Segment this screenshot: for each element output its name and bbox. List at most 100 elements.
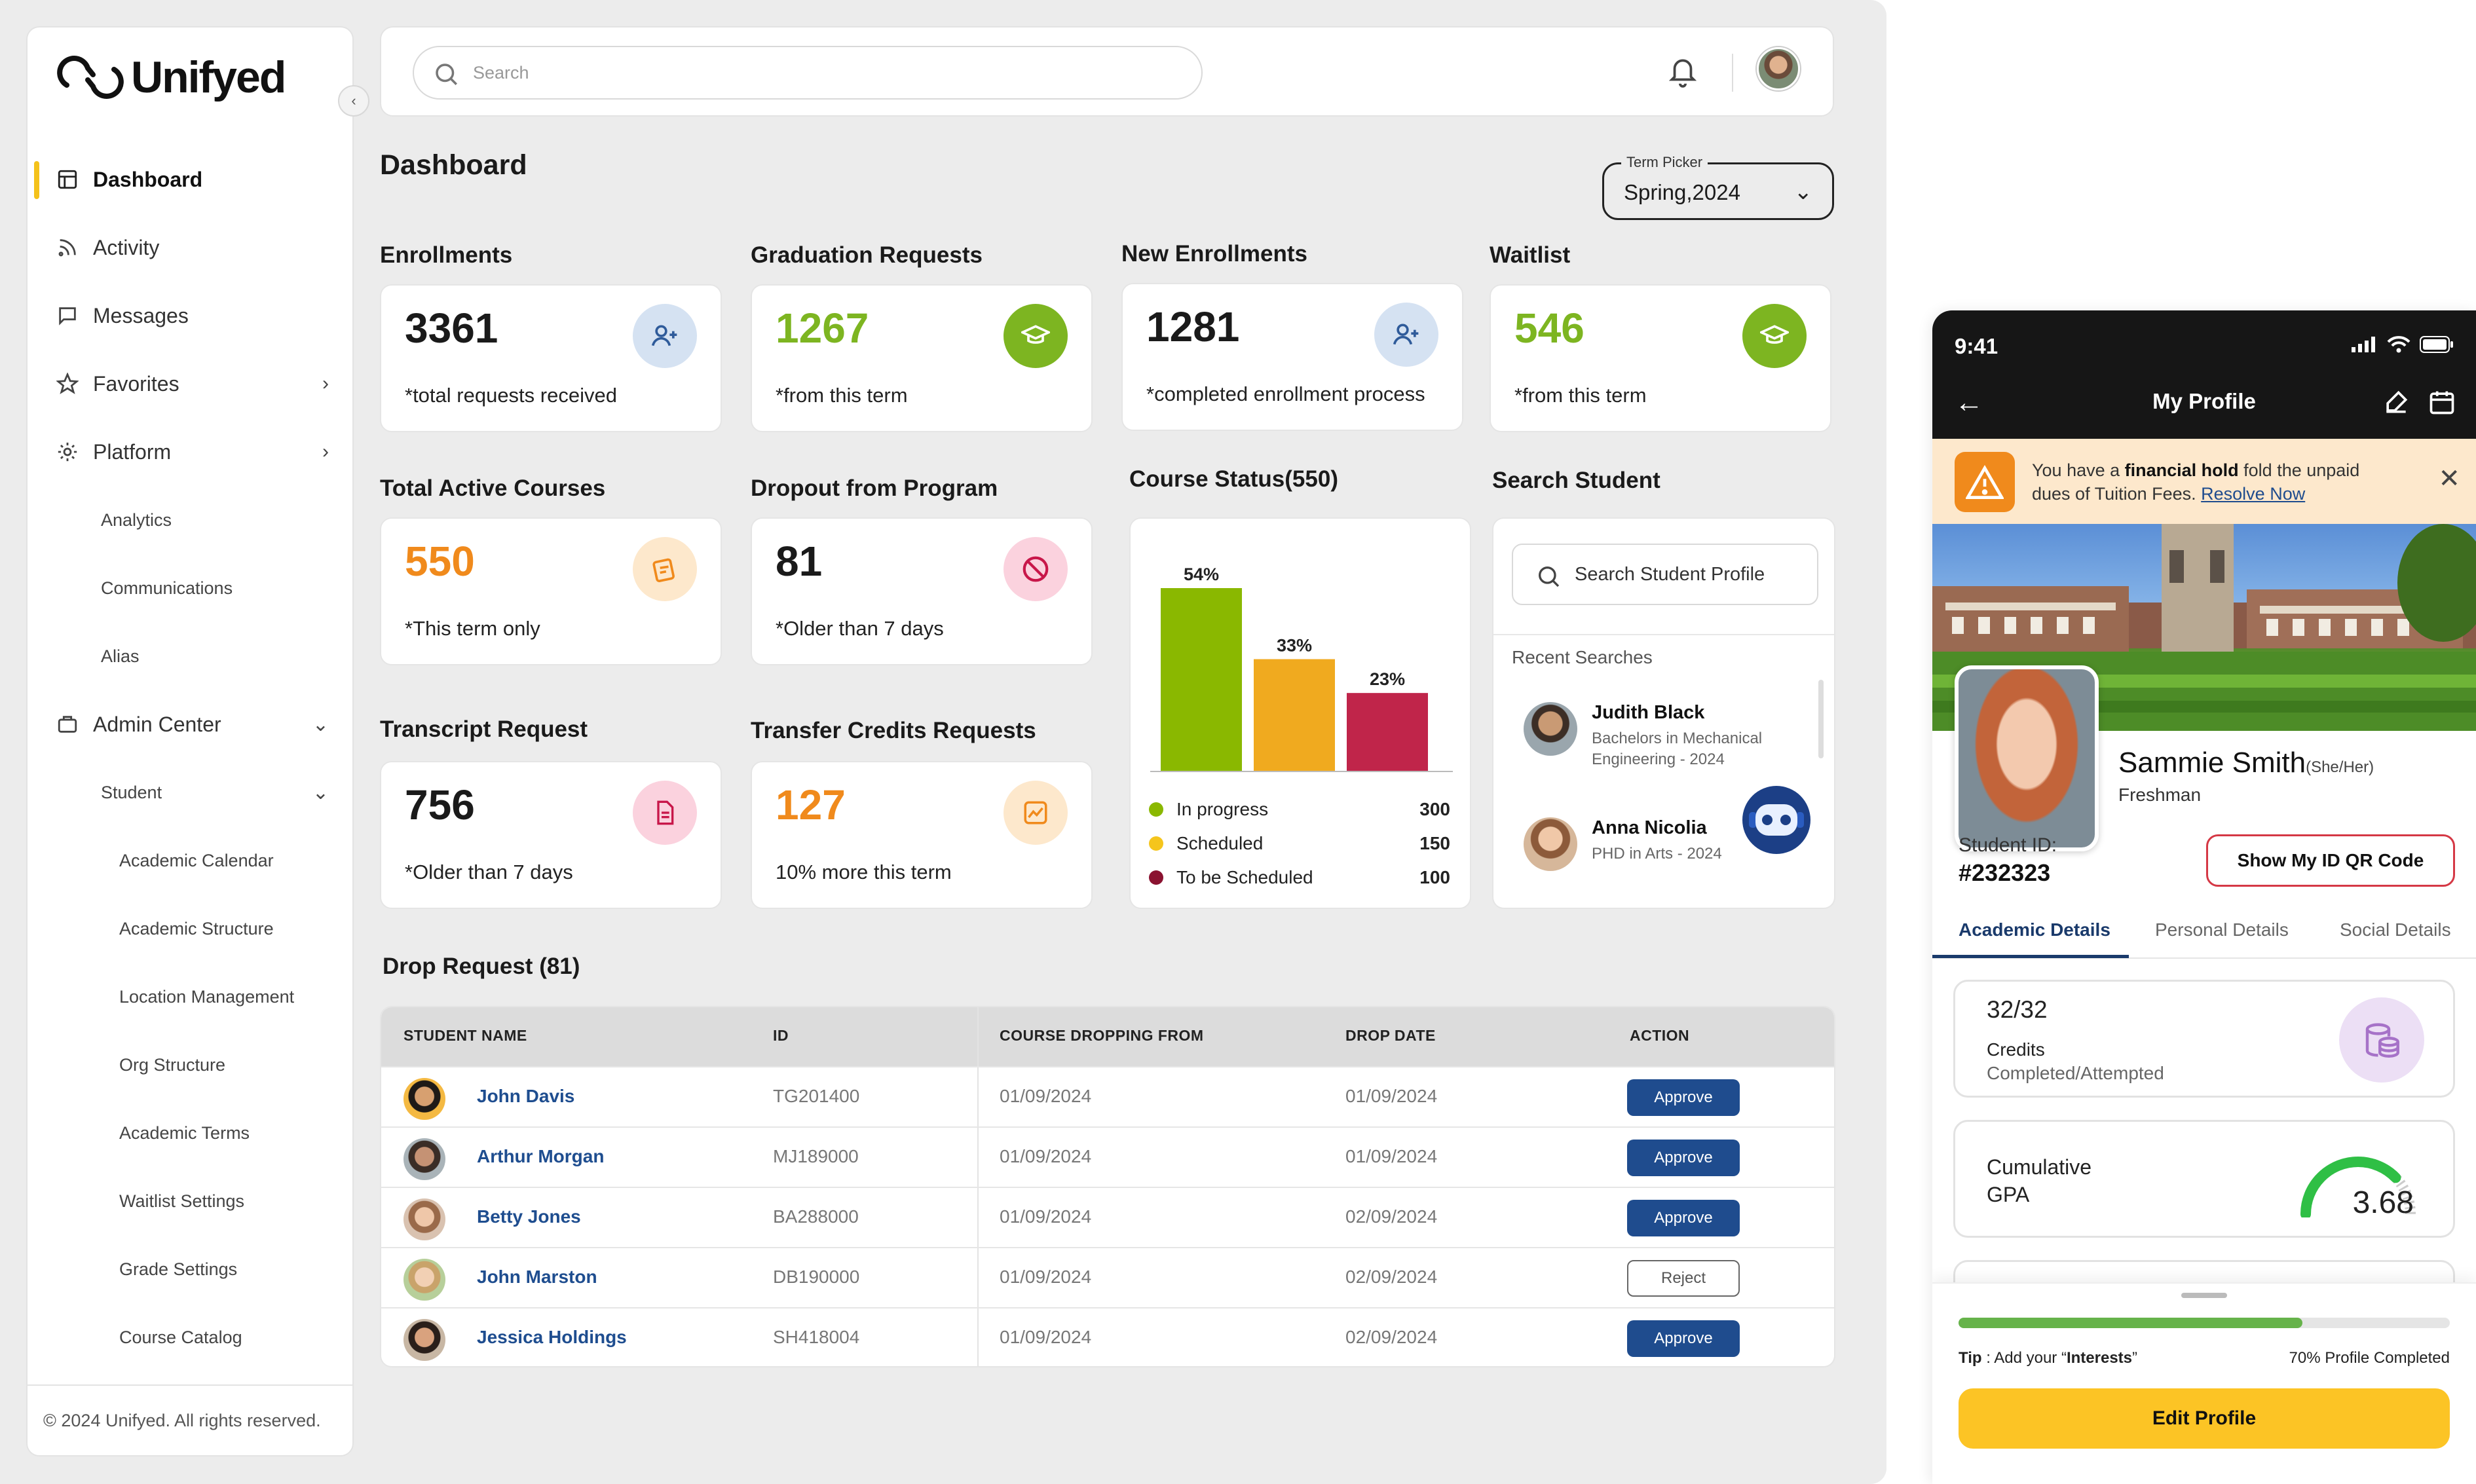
user-avatar[interactable] (1757, 47, 1800, 90)
sidebar-item-label: Favorites (93, 371, 179, 396)
scrollbar[interactable] (1818, 680, 1824, 758)
collapse-sidebar-button[interactable]: ‹ (338, 85, 369, 117)
bar-scheduled[interactable] (1254, 659, 1335, 771)
student-name-link[interactable]: Arthur Morgan (477, 1146, 605, 1166)
approve-button[interactable]: Approve (1627, 1320, 1740, 1357)
sidebar-item-course-catalog[interactable]: Course Catalog (119, 1327, 242, 1347)
legend-dot (1149, 870, 1163, 885)
enrollments-subtext: *total requests received (405, 384, 617, 407)
column-header[interactable]: STUDENT NAME (403, 1027, 527, 1044)
transfer-card[interactable]: 127 10% more this term (751, 761, 1093, 909)
bar-to-be-scheduled[interactable] (1347, 693, 1428, 771)
message-icon (54, 302, 81, 329)
graduation-card[interactable]: 1267 *from this term (751, 284, 1093, 432)
top-bar: Search (380, 26, 1834, 117)
sidebar-item-dashboard[interactable]: Dashboard (28, 145, 352, 213)
sheet-handle[interactable] (2181, 1293, 2227, 1298)
student-name-link[interactable]: John Davis (477, 1086, 575, 1106)
term-picker-value: Spring,2024 (1624, 180, 1740, 204)
graduation-cap-icon (1004, 304, 1068, 368)
transfer-subtext: 10% more this term (776, 861, 952, 883)
resolve-now-link[interactable]: Resolve Now (2201, 484, 2306, 504)
legend-label: To be Scheduled (1176, 867, 1313, 887)
transcript-subtext: *Older than 7 days (405, 861, 573, 883)
block-icon (1004, 537, 1068, 601)
search-icon (436, 64, 457, 85)
enrollments-card[interactable]: 3361 *total requests received (380, 284, 722, 432)
legend-scheduled: Scheduled 150 (1149, 830, 1450, 857)
sidebar-item-academic-terms[interactable]: Academic Terms (119, 1122, 250, 1143)
sidebar-item-admin-center[interactable]: Admin Center ⌄ (28, 690, 352, 758)
table-row: Arthur Morgan MJ189000 01/09/2024 01/09/… (381, 1126, 1834, 1187)
calendar-icon[interactable] (2428, 388, 2456, 417)
student-name-link[interactable]: John Marston (477, 1267, 597, 1287)
dropout-card[interactable]: 81 *Older than 7 days (751, 517, 1093, 665)
new-enrollments-card[interactable]: 1281 *completed enrollment process (1121, 283, 1463, 431)
sidebar-item-favorites[interactable]: Favorites › (28, 350, 352, 418)
edit-profile-button[interactable]: Edit Profile (1959, 1388, 2450, 1449)
transfer-value: 127 (776, 781, 846, 828)
page-title: Dashboard (380, 149, 527, 181)
document-icon (633, 781, 697, 845)
column-header[interactable]: DROP DATE (1345, 1027, 1436, 1044)
column-header[interactable]: ACTION (1630, 1027, 1690, 1044)
sidebar-item-org-structure[interactable]: Org Structure (119, 1054, 226, 1075)
active-courses-card[interactable]: 550 *This term only (380, 517, 722, 665)
chatbot-icon[interactable] (1737, 783, 1816, 857)
sidebar-item-activity[interactable]: Activity (28, 213, 352, 282)
profile-photo[interactable] (1955, 665, 2099, 851)
waitlist-title: Waitlist (1490, 242, 1571, 268)
sidebar-item-waitlist-settings[interactable]: Waitlist Settings (119, 1191, 245, 1211)
student-name-link[interactable]: Jessica Holdings (477, 1327, 627, 1347)
tab-academic-details[interactable]: Academic Details (1959, 919, 2110, 940)
tab-social-details[interactable]: Social Details (2340, 919, 2451, 940)
sidebar-item-communications[interactable]: Communications (101, 578, 233, 598)
approve-button[interactable]: Approve (1627, 1140, 1740, 1176)
student-search-input[interactable]: Search Student Profile (1512, 544, 1818, 605)
search-input[interactable]: Search (413, 46, 1203, 100)
drop-request-table: STUDENT NAME ID COURSE DROPPING FROM DRO… (380, 1006, 1835, 1367)
approve-button[interactable]: Approve (1627, 1200, 1740, 1236)
bar-in-progress[interactable] (1161, 588, 1242, 771)
bell-icon[interactable] (1666, 54, 1699, 89)
drop-date: 01/09/2024 (1345, 1086, 1438, 1106)
sidebar-item-analytics[interactable]: Analytics (101, 510, 172, 530)
transcript-card[interactable]: 756 *Older than 7 days (380, 761, 722, 909)
brand-logo[interactable]: Unifyed (54, 51, 286, 103)
sidebar-item-alias[interactable]: Alias (101, 646, 140, 666)
column-header[interactable]: ID (773, 1027, 789, 1044)
approve-button[interactable]: Approve (1627, 1079, 1740, 1116)
waitlist-card[interactable]: 546 *from this term (1490, 284, 1831, 432)
legend-dot (1149, 836, 1163, 851)
legend-dot (1149, 802, 1163, 817)
sidebar-footer: © 2024 Unifyed. All rights reserved. (28, 1384, 352, 1455)
search-icon (1539, 566, 1560, 587)
tab-personal-details[interactable]: Personal Details (2155, 919, 2289, 940)
sidebar-item-grade-settings[interactable]: Grade Settings (119, 1259, 238, 1279)
reject-button[interactable]: Reject (1627, 1260, 1740, 1297)
transcript-title: Transcript Request (380, 716, 588, 742)
column-header[interactable]: COURSE DROPPING FROM (1000, 1027, 1204, 1044)
course-dropping-from: 01/09/2024 (1000, 1146, 1092, 1166)
back-arrow-icon[interactable]: ← (1955, 386, 1983, 418)
brand-name: Unifyed (131, 52, 286, 102)
sidebar-item-academic-calendar[interactable]: Academic Calendar (119, 850, 274, 870)
sidebar-item-location-management[interactable]: Location Management (119, 986, 295, 1007)
edit-icon[interactable] (2382, 388, 2410, 417)
signal-icon (2352, 337, 2375, 352)
term-picker[interactable]: Term Picker Spring,2024 ⌄ (1602, 154, 1834, 220)
sidebar-item-messages[interactable]: Messages (28, 282, 352, 350)
profile-progress-bar (1959, 1318, 2450, 1328)
add-user-icon (1374, 303, 1438, 367)
sidebar-item-academic-structure[interactable]: Academic Structure (119, 918, 274, 938)
enrollments-title: Enrollments (380, 242, 513, 268)
student-name-link[interactable]: Betty Jones (477, 1206, 581, 1227)
credits-label: Credits (1987, 1039, 2045, 1060)
show-qr-code-button[interactable]: Show My ID QR Code (2206, 834, 2455, 887)
avatar (403, 1138, 445, 1180)
close-icon[interactable]: ✕ (2438, 464, 2460, 493)
sidebar-item-platform[interactable]: Platform › (28, 418, 352, 486)
tip-prefix: : Add your “ (1981, 1349, 2067, 1367)
sidebar-item-student[interactable]: Student ⌄ (28, 758, 352, 826)
profile-progress-fill (1959, 1318, 2302, 1328)
